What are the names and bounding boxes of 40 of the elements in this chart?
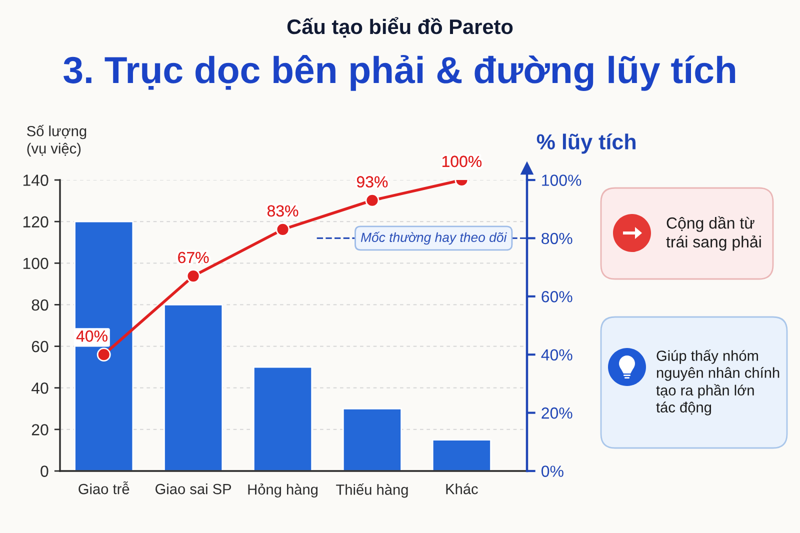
- text: Giúp thấy nhóm nguyên nhân chính tạo ra phần lớn tác động: [656, 350, 780, 416]
- data-label: 93%: [356, 176, 388, 188]
- y-tick-label: 100: [23, 258, 48, 270]
- bar: [252, 366, 313, 471]
- bar: [74, 220, 134, 471]
- data-label: 100%: [442, 156, 482, 168]
- bar: [342, 408, 402, 471]
- point: [365, 193, 380, 208]
- y-tick-label: 60: [32, 340, 48, 352]
- y2-tick-label: 20%: [542, 407, 572, 419]
- x-tick-label: Hỏng hàng: [248, 484, 318, 498]
- point: [186, 269, 200, 283]
- bar: [432, 439, 492, 471]
- x-tick-label: Khác: [446, 483, 478, 494]
- data-label: 83%: [267, 205, 298, 217]
- chart-subtitle: Cấu tạo biểu đồ Pareto: [287, 17, 513, 38]
- data-label: 67%: [178, 252, 209, 264]
- ref-line-label: Mốc thường hay theo dõi: [360, 232, 507, 245]
- point: [276, 222, 290, 236]
- x-tick-label: Giao trễ: [78, 481, 130, 494]
- data-label: 40%: [76, 330, 108, 342]
- y2-tick-label: 40%: [541, 349, 572, 361]
- y-tick-label: 40: [31, 382, 48, 394]
- y2-tick-label: 100%: [542, 174, 582, 186]
- x-tick-label: Thiếu hàng: [336, 484, 408, 498]
- y2-axis-title: % lũy tích: [536, 133, 636, 154]
- y-tick-label: 20: [32, 424, 48, 436]
- bar: [164, 304, 224, 471]
- x-tick-label: Giao sai SP: [156, 484, 232, 494]
- chart-title: 3. Trục dọc bên phải & đường lũy tích: [64, 55, 736, 91]
- y-tick-label: 120: [23, 216, 48, 228]
- y-axis-title: Số lượng (vụ việc): [27, 124, 86, 156]
- y-tick-label: 80: [32, 299, 48, 311]
- text: Cộng dần từ trái sang phải: [666, 216, 761, 251]
- y2-tick-label: 0%: [542, 466, 564, 477]
- y-tick-label: 0: [40, 466, 48, 477]
- y2-tick-label: 80%: [542, 232, 572, 244]
- y2-tick-label: 60%: [542, 291, 572, 302]
- y-tick-label: 140: [23, 174, 48, 186]
- point: [96, 348, 111, 362]
